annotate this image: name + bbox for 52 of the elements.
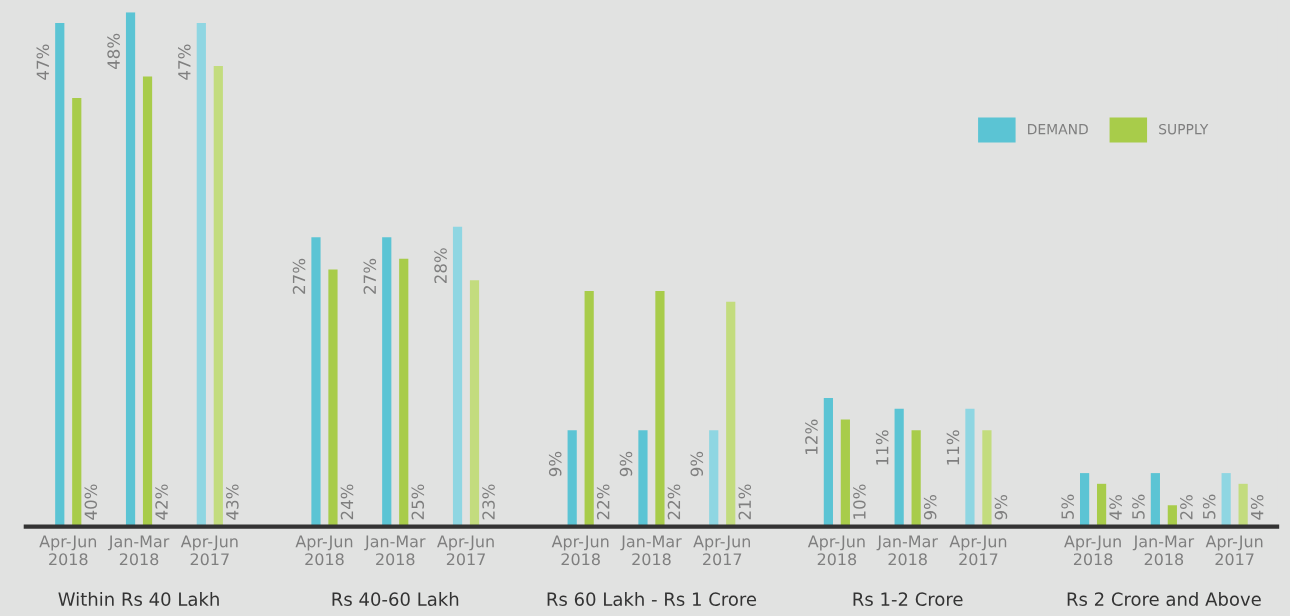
legend-label: DEMAND: [1028, 124, 1088, 135]
x-tick-label: Jan-Mar 2018: [1132, 535, 1195, 566]
data-label: 23%: [482, 484, 495, 520]
legend-label: SUPPLY: [1159, 123, 1209, 135]
x-tick-label: Apr-Jun 2017: [1205, 535, 1263, 566]
data-label: 27%: [292, 258, 306, 294]
data-label: 5%: [1202, 494, 1216, 519]
data-label: 11%: [875, 430, 889, 465]
data-label: 42%: [155, 484, 168, 520]
x-tick-label: Apr-Jun 2017: [693, 535, 750, 566]
text: Within Rs 40 Lakh: [58, 592, 219, 606]
x-tick-label: Jan-Mar 2018: [620, 535, 682, 566]
x-tick-label: Jan-Mar 2018: [364, 535, 426, 566]
data-label: 27%: [363, 258, 377, 294]
data-label: 25%: [411, 484, 425, 520]
data-label: 40%: [84, 484, 98, 520]
text: Rs 40-60 Lakh: [332, 592, 459, 606]
data-label: 12%: [805, 419, 818, 454]
data-label: 28%: [434, 248, 447, 284]
data-label: 4%: [1250, 494, 1264, 520]
x-tick-label: Apr-Jun 2018: [551, 535, 609, 566]
data-label: 5%: [1132, 494, 1145, 519]
x-tick-label: Apr-Jun 2018: [1064, 535, 1121, 566]
data-label: 47%: [178, 44, 191, 80]
data-label: 2%: [1180, 494, 1193, 520]
x-tick-label: Jan-Mar 2018: [876, 535, 938, 566]
x-tick-label: Jan-Mar 2018: [107, 535, 170, 566]
data-label: 24%: [340, 484, 354, 520]
x-tick-label: Apr-Jun 2017: [437, 535, 494, 566]
data-label: 9%: [619, 451, 633, 477]
x-tick-label: Apr-Jun 2017: [180, 535, 238, 566]
x-tick-label: Apr-Jun 2017: [949, 535, 1007, 566]
data-label: 47%: [36, 44, 50, 80]
x-tick-label: Apr-Jun 2018: [807, 535, 865, 566]
data-label: 21%: [738, 484, 752, 520]
data-label: 4%: [1109, 494, 1122, 520]
text: Rs 1-2 Crore: [853, 592, 963, 606]
data-label: 22%: [596, 484, 610, 520]
text: Rs 60 Lakh - Rs 1 Crore: [547, 592, 757, 606]
data-label: 9%: [690, 451, 704, 477]
x-tick-label: Apr-Jun 2018: [295, 535, 353, 566]
text: Rs 2 Crore and Above: [1067, 592, 1261, 606]
data-label: 11%: [946, 430, 960, 465]
data-label: 5%: [1061, 494, 1074, 519]
data-label: 43%: [226, 484, 239, 520]
data-label: 9%: [548, 451, 562, 477]
data-label: 9%: [994, 494, 1008, 520]
data-label: 48%: [107, 33, 120, 70]
data-label: 10%: [853, 484, 866, 519]
x-tick-label: Apr-Jun 2018: [39, 535, 97, 566]
data-label: 22%: [667, 484, 681, 520]
data-label: 9%: [923, 494, 937, 520]
